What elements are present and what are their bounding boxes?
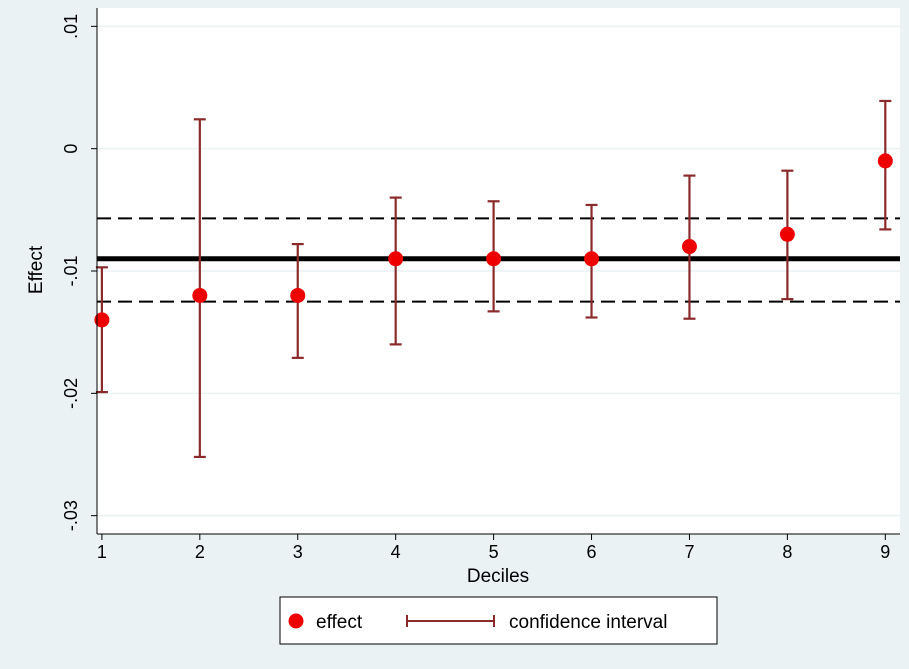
y-tick-label: -.01 bbox=[61, 255, 81, 286]
x-axis-title: Deciles bbox=[467, 566, 529, 587]
y-tick-label: .01 bbox=[61, 14, 81, 39]
legend-ci-marker bbox=[406, 615, 495, 627]
ci-bar bbox=[389, 196, 402, 346]
x-tick-label: 1 bbox=[97, 542, 107, 562]
y-axis-title: Effect bbox=[26, 245, 47, 294]
y-tick-label: 0 bbox=[61, 144, 81, 154]
effect-point bbox=[192, 287, 208, 303]
x-tick-label: 5 bbox=[489, 542, 499, 562]
legend-effect-marker bbox=[288, 613, 304, 629]
effect-point bbox=[486, 251, 502, 267]
legend-ci-label: confidence interval bbox=[509, 612, 667, 633]
x-tick-label: 6 bbox=[587, 542, 597, 562]
ci-bar bbox=[95, 266, 108, 394]
effect-point bbox=[388, 251, 404, 267]
x-tick-label: 3 bbox=[293, 542, 303, 562]
y-tick-label: -.03 bbox=[61, 500, 81, 531]
x-tick-label: 9 bbox=[880, 542, 890, 562]
effect-points bbox=[94, 153, 893, 328]
x-tick-label: 2 bbox=[195, 542, 205, 562]
effect-point bbox=[779, 226, 795, 242]
legend: effect confidence interval bbox=[279, 596, 718, 645]
x-tick-label: 7 bbox=[684, 542, 694, 562]
effect-point bbox=[290, 287, 306, 303]
x-tick-label: 4 bbox=[391, 542, 401, 562]
y-tick-label: -.02 bbox=[61, 378, 81, 409]
effect-point bbox=[94, 312, 110, 328]
ticks: -.03 -.02 -.01 0 .01 1 2 3 4 5 6 7 8 9 bbox=[61, 14, 890, 562]
x-tick-label: 8 bbox=[782, 542, 792, 562]
effect-point bbox=[681, 239, 697, 255]
gridlines bbox=[97, 25, 900, 517]
effect-point bbox=[877, 153, 893, 169]
legend-box bbox=[279, 596, 718, 645]
effect-point bbox=[584, 251, 600, 267]
legend-effect-label: effect bbox=[316, 612, 363, 633]
